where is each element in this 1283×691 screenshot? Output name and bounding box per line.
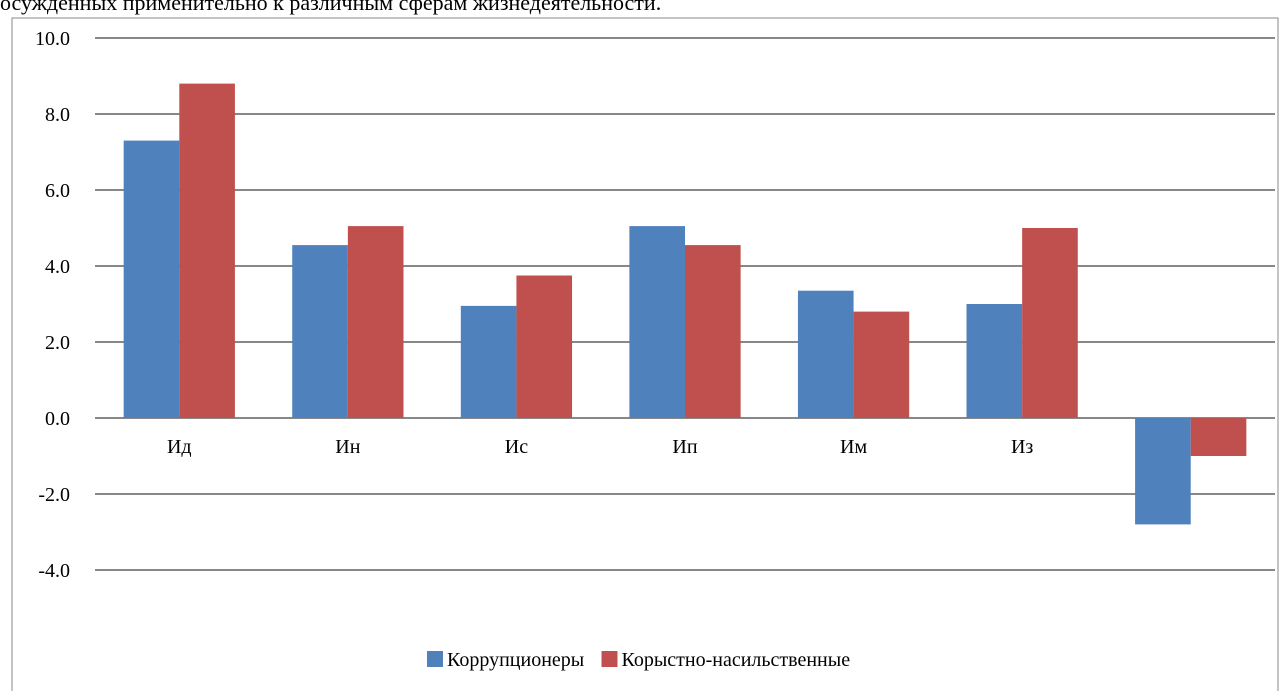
bar	[853, 311, 910, 418]
bar	[516, 275, 573, 418]
x-tick-label: Ид	[167, 436, 192, 458]
y-tick-label: 0.0	[45, 408, 70, 430]
x-tick-label: Ин	[335, 436, 360, 458]
bar	[797, 290, 854, 418]
legend-swatch	[601, 651, 618, 667]
y-tick-label: -4.0	[38, 560, 70, 582]
legend-label: Коррупционеры	[447, 649, 584, 671]
y-tick-label: 4.0	[45, 256, 70, 278]
x-tick-label: Им	[840, 436, 867, 458]
bar	[179, 83, 235, 418]
bar	[1190, 418, 1247, 456]
legend-swatch	[427, 651, 443, 667]
chart-frame	[11, 17, 1279, 691]
y-tick-label: 6.0	[45, 180, 70, 202]
bar	[1022, 228, 1078, 418]
x-tick-label: Ип	[672, 436, 697, 458]
caption: осужденных применительно к различным сфе…	[0, 0, 661, 15]
x-tick-label: Ис	[505, 436, 528, 458]
bar	[629, 226, 685, 418]
legend-label: Корыстно-насильственные	[622, 649, 851, 671]
bar	[685, 245, 741, 418]
bar	[966, 304, 1023, 418]
y-tick-label: 2.0	[45, 332, 70, 354]
bar	[1135, 418, 1191, 525]
x-tick-label: Из	[1011, 436, 1033, 458]
bar	[347, 226, 404, 418]
y-tick-label: -2.0	[38, 484, 70, 506]
y-tick-label: 8.0	[45, 104, 70, 126]
y-tick-label: 10.0	[35, 28, 70, 50]
bar	[292, 245, 348, 418]
bar	[123, 140, 180, 418]
bar	[460, 305, 517, 418]
